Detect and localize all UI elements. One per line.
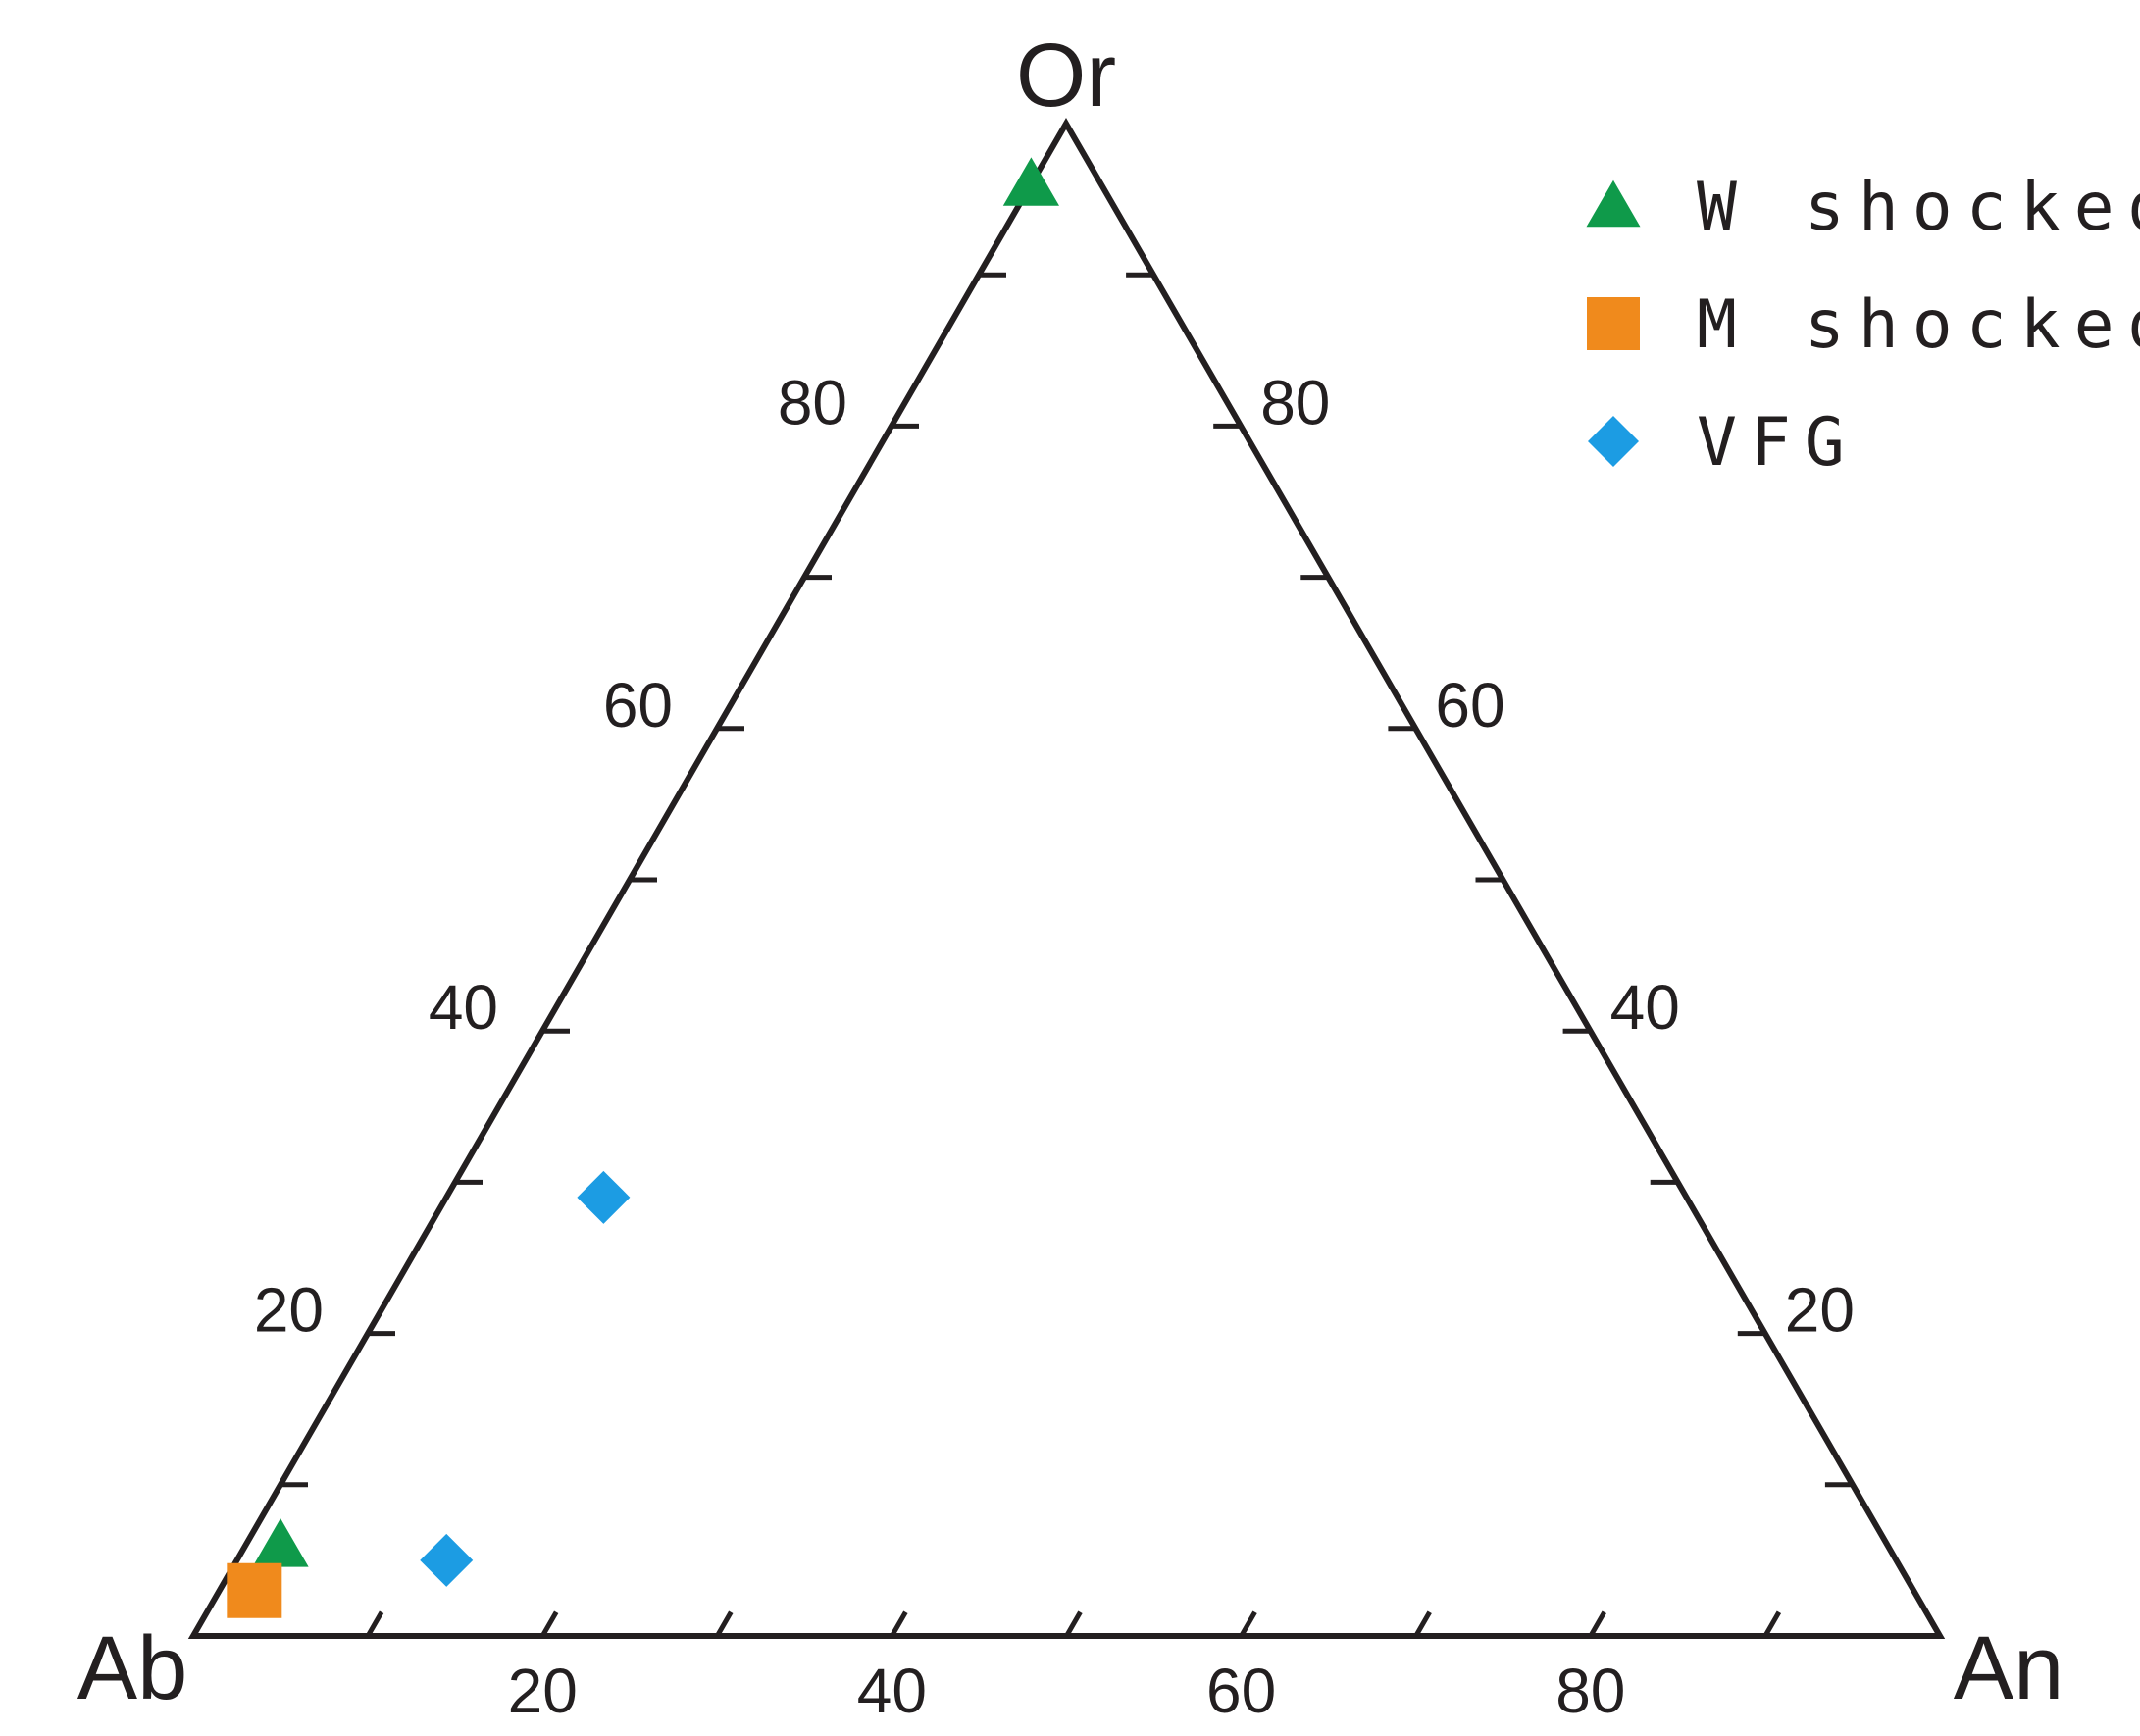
apex-label-ab: Ab: [77, 1618, 188, 1718]
tick-label-left-40: 40: [429, 972, 498, 1043]
tick-bottom-40: [890, 1610, 908, 1638]
tick-bottom-20: [540, 1610, 559, 1638]
legend-item-w-shocked: W shocked: [1586, 169, 2140, 246]
tick-bottom-70: [1413, 1610, 1432, 1638]
ternary-frame: [187, 118, 1946, 1639]
tick-label-bottom-20: 20: [508, 1656, 578, 1726]
point-square-1-0: [227, 1562, 282, 1618]
legend-diamond-marker: [1588, 416, 1639, 467]
tick-label-bottom-40: 40: [857, 1656, 927, 1726]
legend-square-marker: [1587, 297, 1640, 350]
tick-bottom-60: [1239, 1610, 1257, 1638]
legend-item-m-shocked: M shocked: [1587, 286, 2140, 364]
tick-label-bottom-60: 60: [1206, 1656, 1276, 1726]
tick-label-right-60: 60: [1435, 670, 1504, 740]
tick-label-right-40: 40: [1610, 972, 1680, 1043]
tick-label-right-80: 80: [1260, 367, 1330, 437]
apex-label-an: An: [1954, 1618, 2064, 1718]
tick-label-left-80: 80: [778, 367, 847, 437]
point-triangle-0-0: [1002, 157, 1059, 206]
point-diamond-2-1: [577, 1170, 631, 1224]
tick-bottom-80: [1588, 1610, 1606, 1638]
point-triangle-0-1: [252, 1518, 309, 1567]
legend-item-vfg: VFG: [1588, 404, 1859, 482]
tick-label-bottom-80: 80: [1555, 1656, 1625, 1726]
tick-label-left-20: 20: [254, 1275, 324, 1346]
point-diamond-2-0: [420, 1533, 474, 1587]
tick-bottom-50: [1064, 1610, 1083, 1638]
tick-bottom-30: [715, 1610, 734, 1638]
data-points: [227, 157, 1059, 1618]
tick-bottom-90: [1762, 1610, 1782, 1638]
tick-label-right-20: 20: [1785, 1275, 1855, 1346]
legend-label-vfg: VFG: [1697, 404, 1859, 482]
tick-labels: 20 40 60 80 20 40 60 80 20 40 60 80: [254, 367, 1855, 1726]
legend-label-m-shocked: M shocked: [1697, 286, 2140, 364]
legend-label-w-shocked: W shocked: [1697, 169, 2140, 246]
tick-label-left-60: 60: [603, 670, 673, 740]
legend: W shocked M shocked VFG: [1586, 169, 2140, 482]
tick-bottom-10: [365, 1610, 384, 1638]
legend-triangle-marker: [1586, 179, 1641, 228]
tick-marks: [280, 272, 1853, 1638]
apex-label-or: Or: [1016, 26, 1116, 126]
